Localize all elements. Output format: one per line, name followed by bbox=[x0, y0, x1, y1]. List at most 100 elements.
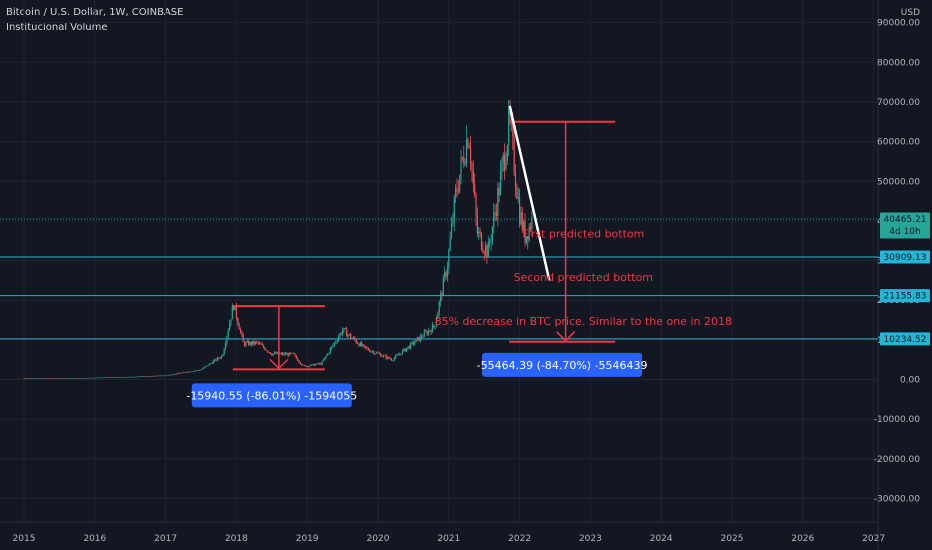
candle-body bbox=[73, 378, 75, 379]
candle bbox=[506, 144, 508, 165]
candle-body bbox=[257, 341, 259, 344]
candle-body bbox=[196, 370, 198, 371]
candle bbox=[75, 378, 77, 379]
candle-body bbox=[243, 341, 246, 346]
candle-body bbox=[87, 377, 89, 379]
candle bbox=[325, 355, 327, 359]
candle bbox=[107, 377, 110, 378]
candle-body bbox=[493, 212, 495, 228]
candle-body bbox=[463, 157, 465, 165]
candle bbox=[30, 378, 32, 379]
candle-body bbox=[528, 226, 530, 241]
candle-body bbox=[69, 378, 71, 379]
indicator-label[interactable]: Institucional Volume bbox=[6, 22, 108, 33]
candle-body bbox=[179, 373, 182, 374]
candle bbox=[374, 353, 376, 355]
level-price-tag-bg bbox=[880, 289, 930, 303]
candle-body bbox=[23, 378, 25, 379]
candle bbox=[228, 320, 231, 331]
candle bbox=[434, 326, 436, 330]
candle bbox=[493, 202, 495, 234]
x-tick-label: 2025 bbox=[721, 534, 744, 544]
candle-body bbox=[400, 353, 402, 355]
candle-body bbox=[258, 343, 261, 344]
candle bbox=[76, 377, 78, 379]
candle-body bbox=[355, 339, 357, 343]
candle-body bbox=[60, 378, 62, 380]
candle-body bbox=[388, 356, 390, 359]
candle-body bbox=[49, 378, 51, 380]
candle bbox=[88, 377, 90, 379]
candle-body bbox=[132, 376, 134, 378]
measurement-tools: -15940.55 (-86.01%) -1594055 -55464.39 (-… bbox=[186, 105, 648, 408]
candle-body bbox=[329, 348, 331, 353]
candle bbox=[354, 335, 356, 342]
candle-body bbox=[62, 378, 65, 379]
candle-body bbox=[32, 378, 35, 379]
candle-body bbox=[226, 336, 228, 344]
candle-body bbox=[53, 378, 55, 380]
candle bbox=[222, 354, 224, 357]
candle bbox=[252, 340, 254, 346]
candle-body bbox=[486, 245, 488, 258]
candle-body bbox=[109, 377, 111, 378]
candle bbox=[39, 378, 41, 379]
candle bbox=[196, 369, 198, 371]
candle bbox=[331, 346, 333, 351]
candle-body bbox=[37, 378, 39, 379]
candle bbox=[465, 124, 468, 168]
candle-body bbox=[215, 359, 217, 361]
candle bbox=[249, 341, 251, 347]
x-axis[interactable]: 2015 2016 2017 2018 2019 2020 2021 2022 2023 2024… bbox=[13, 534, 886, 544]
x-tick-label: 2027 bbox=[862, 534, 885, 544]
candle-body bbox=[408, 346, 410, 349]
candle-body bbox=[139, 376, 141, 377]
trendline bbox=[508, 105, 551, 281]
measurement-1: -15940.55 (-86.01%) -1594055 bbox=[186, 305, 357, 408]
candle bbox=[495, 203, 498, 221]
candle-body bbox=[178, 373, 180, 374]
candle-body bbox=[193, 370, 195, 372]
candle bbox=[87, 377, 89, 379]
candle bbox=[411, 340, 413, 345]
candle bbox=[166, 375, 168, 377]
candle bbox=[358, 343, 360, 347]
candle bbox=[303, 364, 306, 367]
candle bbox=[386, 356, 389, 360]
candle bbox=[517, 187, 519, 204]
candle-body bbox=[442, 277, 444, 296]
candle-body bbox=[484, 245, 487, 254]
candle bbox=[269, 352, 272, 355]
candle bbox=[223, 347, 225, 356]
candle bbox=[335, 340, 337, 344]
candle-body bbox=[216, 357, 218, 361]
candle bbox=[117, 377, 119, 378]
candle-body bbox=[86, 378, 88, 379]
candle bbox=[467, 137, 469, 150]
candle bbox=[45, 378, 47, 379]
candle bbox=[199, 369, 201, 371]
candle-body bbox=[520, 212, 522, 225]
candle bbox=[256, 340, 258, 344]
candle bbox=[54, 378, 56, 380]
candle-body bbox=[269, 352, 272, 354]
candle-body bbox=[479, 231, 481, 234]
candle-body bbox=[386, 356, 389, 359]
candle bbox=[28, 378, 31, 379]
candle-body bbox=[482, 249, 484, 253]
candle bbox=[423, 328, 425, 338]
candle-body bbox=[188, 371, 190, 373]
candle bbox=[261, 342, 263, 346]
candle bbox=[427, 327, 429, 336]
candle bbox=[457, 180, 459, 195]
candle bbox=[479, 227, 481, 238]
candle bbox=[174, 373, 176, 375]
candle-body bbox=[365, 346, 367, 348]
candle bbox=[114, 377, 116, 378]
candle bbox=[295, 354, 297, 360]
candle-body bbox=[72, 378, 74, 379]
candle bbox=[177, 372, 179, 375]
candle-body bbox=[317, 363, 319, 365]
candle bbox=[186, 372, 188, 373]
